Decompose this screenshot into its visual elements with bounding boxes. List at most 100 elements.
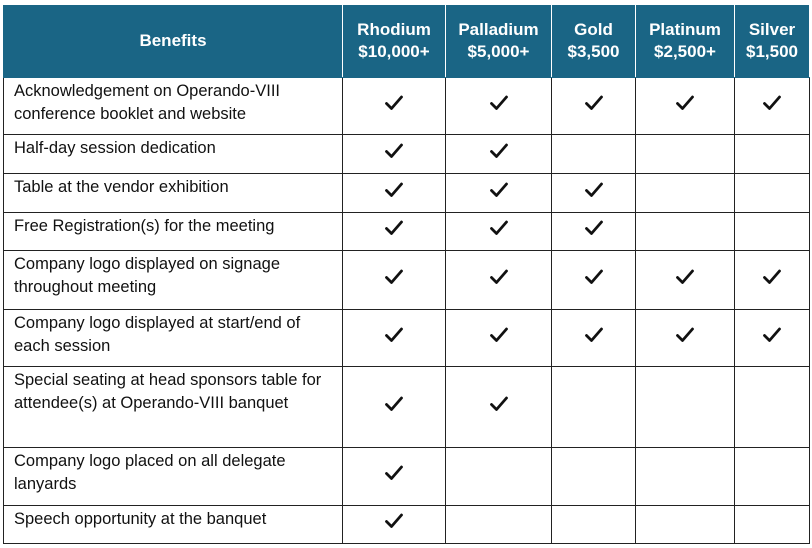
- tier-cell: [734, 447, 810, 506]
- tier-cell: [342, 505, 446, 544]
- tier-price: $10,000+: [358, 42, 430, 61]
- tier-cell: [445, 77, 552, 135]
- tier-cell: [734, 173, 810, 213]
- tier-cell: [445, 212, 552, 251]
- benefit-label: Speech opportunity at the banquet: [3, 505, 343, 544]
- tier-name: Gold: [574, 20, 613, 39]
- check-icon: [763, 327, 781, 343]
- check-icon: [763, 269, 781, 285]
- tier-cell: [445, 447, 552, 506]
- tier-name: Silver: [748, 20, 796, 39]
- tier-cell: [734, 366, 810, 448]
- check-icon: [676, 95, 694, 111]
- tier-cell: [734, 505, 810, 544]
- tier-cell: [551, 77, 636, 135]
- check-icon: [489, 182, 508, 198]
- tier-cell: [635, 250, 735, 310]
- check-icon: [385, 327, 403, 343]
- table-row: Table at the vendor exhibition: [3, 173, 810, 213]
- check-icon: [385, 182, 403, 198]
- table-row: Half-day session dedication: [3, 134, 810, 174]
- tier-cell: [635, 309, 735, 367]
- check-icon: [385, 465, 403, 481]
- tier-cell: [551, 505, 636, 544]
- table-row: Free Registration(s) for the meeting: [3, 212, 810, 251]
- tier-cell: [551, 134, 636, 174]
- tier-cell: [342, 77, 446, 135]
- tier-name: Platinum: [649, 20, 721, 39]
- tier-cell: [342, 134, 446, 174]
- tier-header-silver: Silver $1,500: [734, 4, 810, 78]
- check-icon: [385, 269, 403, 285]
- tier-price: $3,500: [567, 42, 620, 61]
- check-icon: [489, 269, 508, 285]
- tier-header-rhodium: Rhodium $10,000+: [342, 4, 446, 78]
- check-icon: [385, 396, 403, 412]
- tier-price: $2,500+: [654, 42, 716, 61]
- tier-cell: [734, 134, 810, 174]
- check-icon: [489, 220, 508, 236]
- check-icon: [584, 182, 603, 198]
- tier-cell: [445, 366, 552, 448]
- tier-name: Palladium: [458, 20, 539, 39]
- table-row: Company logo placed on all delegate lany…: [3, 447, 810, 506]
- table-row: Speech opportunity at the banquet: [3, 505, 810, 544]
- tier-cell: [445, 173, 552, 213]
- benefit-label: Free Registration(s) for the meeting: [3, 212, 343, 251]
- benefit-label: Table at the vendor exhibition: [3, 173, 343, 213]
- benefit-label: Half-day session dedication: [3, 134, 343, 174]
- check-icon: [489, 95, 508, 111]
- benefit-label: Special seating at head sponsors table f…: [3, 366, 343, 448]
- tier-price: $5,000+: [467, 42, 530, 61]
- tier-header-palladium: Palladium $5,000+: [445, 4, 552, 78]
- tier-cell: [445, 134, 552, 174]
- check-icon: [385, 513, 403, 529]
- benefit-label: Company logo placed on all delegate lany…: [3, 447, 343, 506]
- check-icon: [584, 269, 603, 285]
- check-icon: [385, 143, 403, 159]
- tier-cell: [445, 505, 552, 544]
- tier-cell: [342, 212, 446, 251]
- check-icon: [489, 143, 508, 159]
- tier-cell: [445, 250, 552, 310]
- tier-cell: [635, 77, 735, 135]
- tier-cell: [635, 134, 735, 174]
- check-icon: [385, 220, 403, 236]
- tier-cell: [734, 77, 810, 135]
- check-icon: [489, 327, 508, 343]
- tier-cell: [551, 447, 636, 506]
- table-row: Company logo displayed at start/end of e…: [3, 309, 810, 367]
- tier-cell: [551, 212, 636, 251]
- check-icon: [676, 269, 694, 285]
- tier-cell: [635, 505, 735, 544]
- table-row: Special seating at head sponsors table f…: [3, 366, 810, 448]
- tier-header-platinum: Platinum $2,500+: [635, 4, 735, 78]
- check-icon: [676, 327, 694, 343]
- tier-cell: [734, 250, 810, 310]
- benefit-label: Acknowledgement on Operando-VIII confere…: [3, 77, 343, 135]
- check-icon: [584, 327, 603, 343]
- table-row: Acknowledgement on Operando-VIII confere…: [3, 77, 810, 135]
- tier-cell: [734, 309, 810, 367]
- tier-cell: [551, 366, 636, 448]
- check-icon: [584, 95, 603, 111]
- tier-cell: [734, 212, 810, 251]
- tier-cell: [635, 212, 735, 251]
- tier-name: Rhodium: [357, 20, 431, 39]
- check-icon: [489, 396, 508, 412]
- tier-cell: [342, 173, 446, 213]
- tier-cell: [342, 366, 446, 448]
- tier-cell: [551, 173, 636, 213]
- tier-cell: [635, 447, 735, 506]
- tier-cell: [445, 309, 552, 367]
- tier-cell: [342, 447, 446, 506]
- benefits-header: Benefits: [3, 4, 343, 78]
- tier-cell: [635, 173, 735, 213]
- check-icon: [584, 220, 603, 236]
- benefit-label: Company logo displayed on signage throug…: [3, 250, 343, 310]
- tier-cell: [551, 309, 636, 367]
- check-icon: [763, 95, 781, 111]
- table-row: Company logo displayed on signage throug…: [3, 250, 810, 310]
- tier-price: $1,500: [746, 42, 798, 61]
- tier-cell: [551, 250, 636, 310]
